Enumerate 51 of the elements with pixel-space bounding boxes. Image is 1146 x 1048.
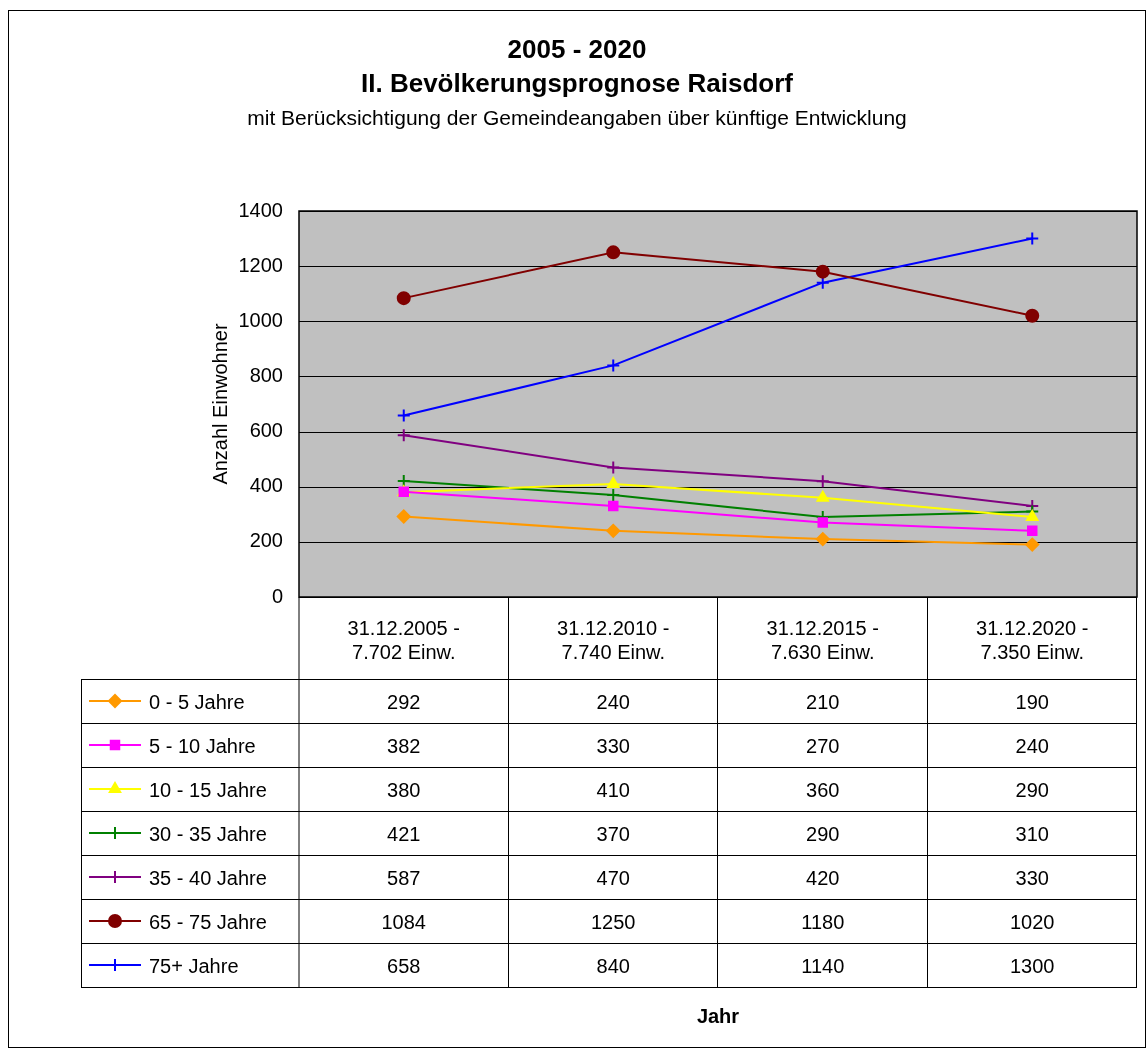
data-label: 290	[806, 822, 840, 845]
data-label: 587	[387, 866, 421, 889]
data-label: 292	[387, 690, 421, 713]
x-tick-label: 31.12.2020 - 7.350 Einw.	[976, 616, 1089, 663]
chart-subtitle: mit Berücksichtigung der Gemeindeangaben über künftige Entwicklung	[247, 105, 907, 129]
data-label: 370	[596, 822, 630, 845]
data-label: 470	[596, 866, 630, 889]
data-label: 240	[596, 690, 630, 713]
legend-label: 75+ Jahre	[149, 954, 239, 977]
data-label: 330	[1015, 866, 1049, 889]
data-label: 330	[596, 734, 630, 757]
legend-label: 10 - 15 Jahre	[149, 778, 267, 801]
data-label: 1020	[1010, 910, 1055, 933]
data-label: 421	[387, 822, 421, 845]
text: Jahr	[696, 1004, 740, 1027]
data-label: 210	[806, 690, 840, 713]
data-label: 310	[1015, 822, 1049, 845]
y-tick-label: 800	[249, 363, 283, 386]
data-label: 290	[1015, 778, 1049, 801]
data-label: 190	[1015, 690, 1049, 713]
data-label: 240	[1015, 734, 1049, 757]
data-label: 658	[387, 954, 421, 977]
y-tick-label: 1400	[238, 198, 283, 221]
data-label: 410	[596, 778, 630, 801]
x-tick-label: 31.12.2015 - 7.630 Einw.	[766, 616, 879, 663]
data-label: 420	[806, 866, 840, 889]
data-label: 360	[806, 778, 840, 801]
y-tick-label: 200	[249, 529, 283, 552]
x-tick-label: 31.12.2010 - 7.740 Einw.	[557, 616, 670, 663]
y-tick-label: 1200	[238, 253, 283, 276]
data-label: 270	[806, 734, 840, 757]
data-label: 382	[387, 734, 421, 757]
data-label: 1084	[381, 910, 426, 933]
data-label: 380	[387, 778, 421, 801]
data-label: 1300	[1010, 954, 1055, 977]
chart-title: 2005 - 2020 II. Bevölkerungsprognose Raisdorf	[361, 34, 794, 99]
legend-label: 35 - 40 Jahre	[149, 866, 267, 889]
legend-label: 5 - 10 Jahre	[149, 734, 256, 757]
y-tick-label: 1000	[238, 308, 283, 331]
legend-label: 65 - 75 Jahre	[149, 910, 267, 933]
y-tick-label: 400	[249, 474, 283, 497]
data-label: 1140	[801, 954, 845, 977]
legend-label: 30 - 35 Jahre	[149, 822, 267, 845]
y-tick-label: 600	[249, 419, 283, 442]
y-tick-label: 0	[271, 584, 283, 607]
data-label: 1250	[591, 910, 636, 933]
y-axis-title: Anzahl Einwohner	[208, 323, 231, 485]
legend-label: 0 - 5 Jahre	[149, 690, 245, 713]
data-label: 1180	[801, 910, 845, 933]
data-label: 840	[596, 954, 630, 977]
x-tick-label: 31.12.2005 - 7.702 Einw.	[347, 616, 460, 663]
